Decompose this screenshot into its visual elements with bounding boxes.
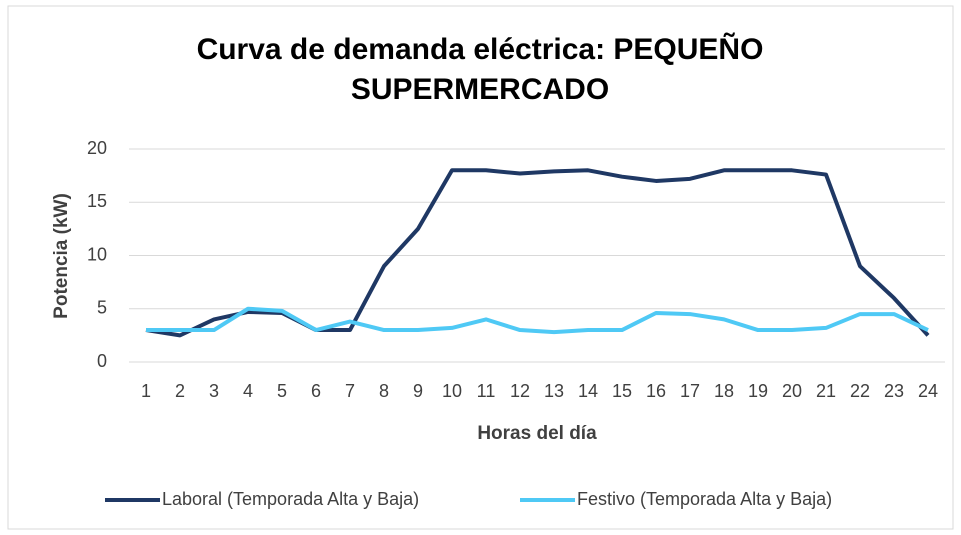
- x-tick-label: 3: [209, 381, 219, 401]
- y-tick-label: 20: [87, 138, 107, 158]
- x-tick-label: 6: [311, 381, 321, 401]
- x-tick-label: 20: [782, 381, 802, 401]
- chart-frame: [7, 5, 954, 530]
- x-tick-label: 23: [884, 381, 904, 401]
- data-line: [146, 306, 929, 335]
- x-tick-label: 17: [680, 381, 700, 401]
- x-tick-label: 18: [714, 381, 734, 401]
- x-tick-label: 8: [379, 381, 389, 401]
- y-tick-label: 10: [87, 244, 107, 264]
- x-tick-label: 2: [175, 381, 185, 401]
- x-tick-label: 11: [477, 381, 496, 401]
- legend-label: Festivo (Temporada Alta y Baja): [577, 489, 832, 509]
- x-tick-label: 24: [918, 381, 938, 401]
- chart-title: Curva de demanda eléctrica: PEQUEÑO SUPE…: [196, 33, 764, 106]
- x-tick-label: 22: [850, 381, 870, 401]
- y-tick-label: 5: [97, 298, 107, 318]
- x-tick-label: 7: [345, 381, 355, 401]
- y-axis-label: Potencia (kW): [51, 193, 72, 319]
- x-tick-label: 19: [748, 381, 768, 401]
- x-tick-label: 4: [243, 381, 253, 401]
- y-tick-label: 0: [97, 351, 107, 371]
- x-axis-label: Horas del día: [477, 423, 597, 444]
- x-tick-label: 1: [141, 381, 151, 401]
- x-tick-label: 21: [816, 381, 836, 401]
- x-tick-label: 13: [544, 381, 564, 401]
- legend-label: Laboral (Temporada Alta y Baja): [162, 489, 419, 509]
- x-tick-label: 15: [612, 381, 632, 401]
- x-tick-label: 10: [442, 381, 462, 401]
- x-tick-label: 16: [646, 381, 666, 401]
- x-tick-label: 5: [277, 381, 287, 401]
- y-tick-label: 15: [87, 191, 107, 211]
- x-tick-label: 9: [413, 381, 423, 401]
- x-tick-label: 14: [578, 381, 598, 401]
- x-tick-label: 12: [510, 381, 530, 401]
- data-line: [145, 168, 930, 338]
